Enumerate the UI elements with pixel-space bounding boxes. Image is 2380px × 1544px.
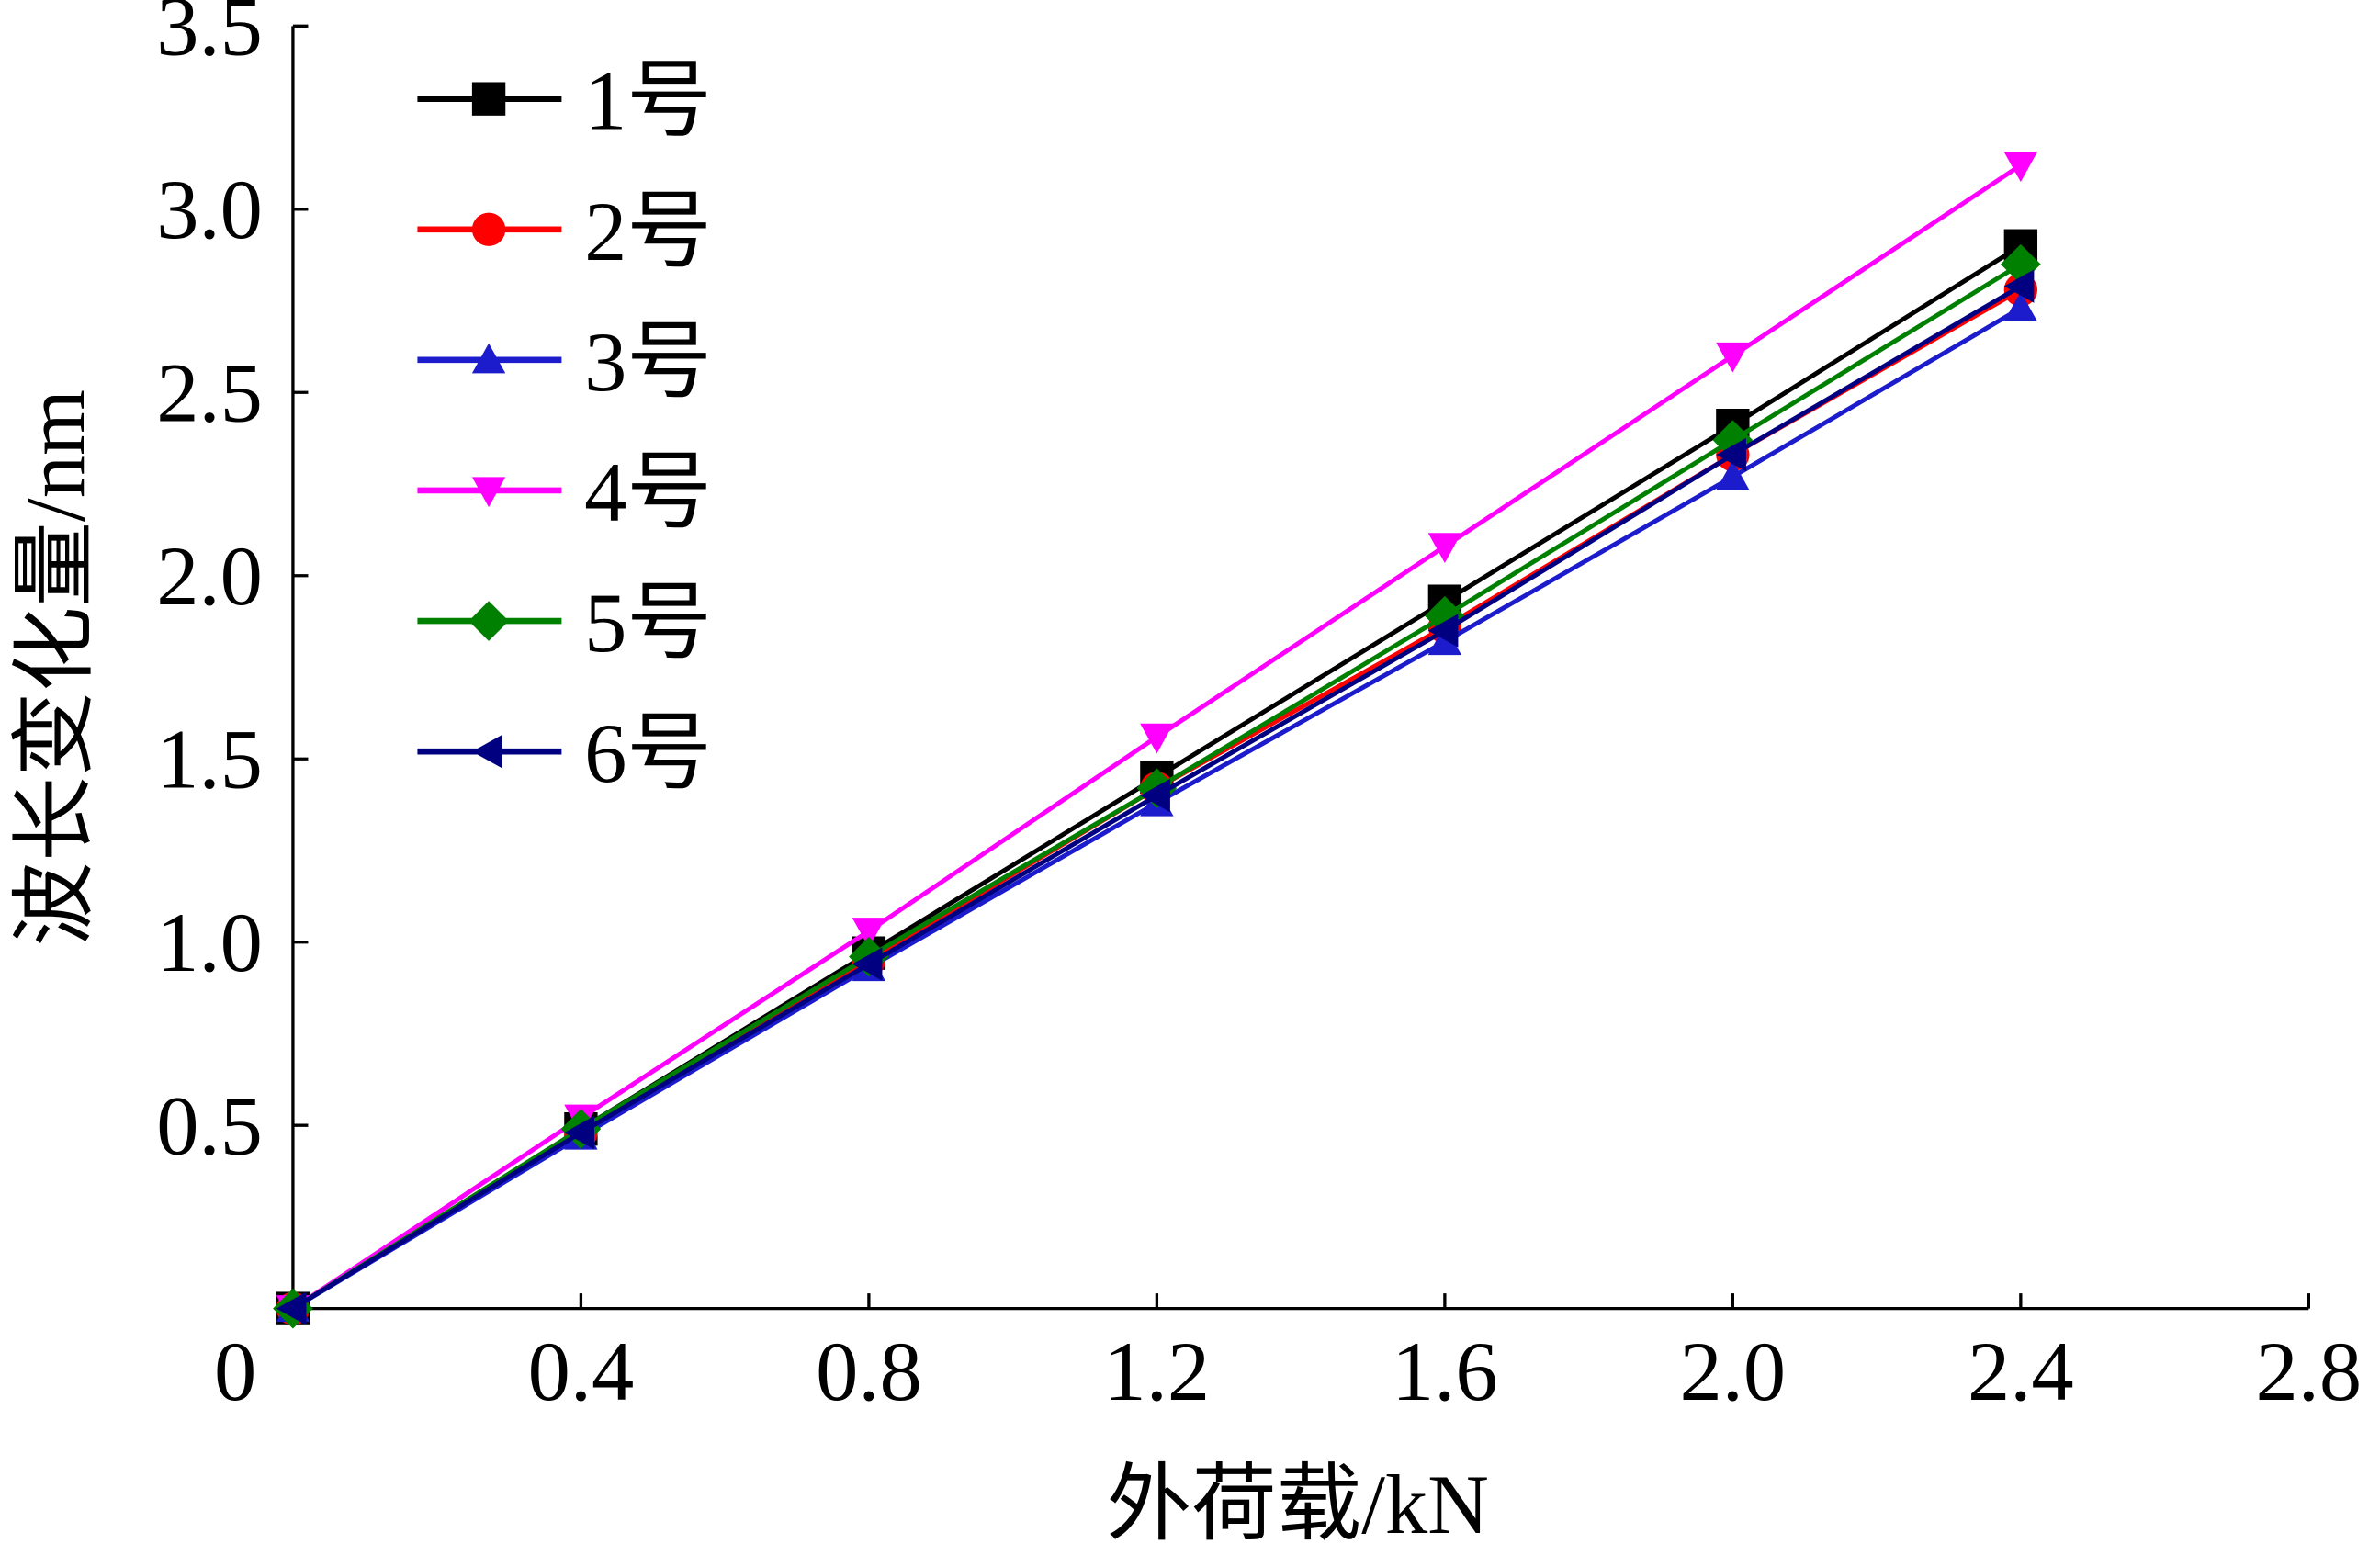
marker <box>1425 595 1465 637</box>
marker <box>1427 614 1459 648</box>
legend-label: 5号 <box>584 577 712 671</box>
legend-marker <box>468 601 509 641</box>
legend-marker <box>471 82 506 116</box>
y-tick-label: 2.5 <box>156 347 263 441</box>
x-tick-label: 1.2 <box>1104 1325 1211 1419</box>
legend-marker <box>471 343 506 374</box>
x-tick-label: 0.8 <box>816 1325 922 1419</box>
legend-label: 4号 <box>584 446 712 540</box>
legend-label: 2号 <box>584 186 712 279</box>
marker <box>2003 269 2035 303</box>
x-axis-label: 外荷载/kN <box>1107 1459 1489 1544</box>
marker <box>564 1115 594 1150</box>
marker <box>1140 778 1170 813</box>
marker <box>852 947 883 981</box>
y-tick-label: 1.5 <box>156 714 263 807</box>
marker <box>852 918 886 948</box>
marker <box>2003 152 2038 183</box>
legend-label: 6号 <box>584 707 712 801</box>
legend-marker <box>471 212 506 246</box>
y-tick-label: 2.0 <box>156 530 263 624</box>
x-tick-label: 2.4 <box>1968 1325 2074 1419</box>
marker <box>1712 420 1754 460</box>
x-tick-label: 2.0 <box>1680 1325 1787 1419</box>
x-tick-label: 0.4 <box>528 1325 635 1419</box>
x-tick-label: 1.6 <box>1392 1325 1498 1419</box>
marker <box>2003 291 2038 322</box>
marker <box>1427 533 1462 564</box>
marker <box>1716 437 1746 472</box>
x-tick-label: 0 <box>214 1325 256 1419</box>
y-tick-label: 3.5 <box>156 0 263 74</box>
legend-label: 3号 <box>584 316 712 410</box>
legend-label: 1号 <box>584 55 712 149</box>
marker <box>1716 459 1750 490</box>
y-tick-label: 1.0 <box>156 896 263 990</box>
legend-marker <box>471 477 506 508</box>
y-tick-label: 3.0 <box>156 163 263 257</box>
marker <box>1716 342 1750 373</box>
y-axis-label: 波长变化量/nm <box>9 389 103 947</box>
marker <box>276 1291 307 1325</box>
legend-marker <box>471 735 502 769</box>
y-tick-label: 0.5 <box>156 1080 263 1174</box>
x-tick-label: 2.8 <box>2256 1325 2363 1419</box>
marker <box>1427 625 1462 656</box>
marker <box>1140 723 1174 754</box>
